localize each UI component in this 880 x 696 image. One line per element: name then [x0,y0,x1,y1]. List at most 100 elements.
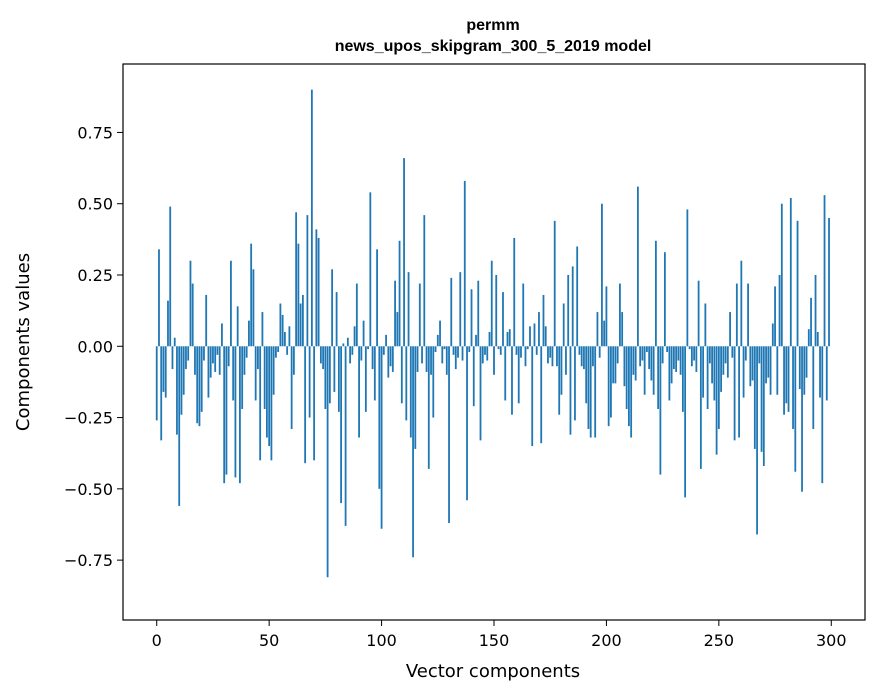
bar-110 [403,158,405,346]
bar-280 [785,346,787,403]
bar-62 [295,212,297,346]
bar-91 [360,346,362,360]
bar-61 [293,346,295,375]
bar-201 [608,346,610,426]
bar-25 [212,346,214,363]
bar-171 [540,346,542,443]
bar-162 [520,346,522,357]
bar-11 [181,346,183,414]
bar-214 [637,187,639,347]
bar-264 [749,346,751,386]
bar-92 [363,321,365,347]
bar-72 [318,238,320,346]
bar-204 [615,346,617,383]
bar-38 [241,346,243,409]
bar-119 [423,215,425,346]
bar-128 [444,346,446,349]
bar-166 [529,326,531,346]
bar-196 [597,312,599,346]
bar-121 [428,346,430,469]
bar-172 [543,295,545,346]
bar-106 [394,281,396,347]
y-axis-label: Components values [13,253,34,431]
bar-24 [210,346,212,377]
bar-168 [534,323,536,346]
x-tick-label-150: 150 [479,631,510,650]
bar-173 [545,326,547,346]
bar-207 [621,312,623,346]
bar-184 [570,346,572,434]
x-tick-label-300: 300 [816,631,847,650]
bar-51 [271,346,273,460]
bar-246 [709,346,711,363]
bar-126 [439,321,441,347]
bar-259 [738,346,740,437]
bar-251 [720,346,722,392]
y-tick-label-6: −0.75 [64,551,113,570]
bar-78 [331,269,333,346]
bar-12 [183,346,185,394]
chart-subtitle: news_upos_skipgram_300_5_2019 model [335,38,652,55]
bar-298 [826,346,828,400]
x-tick-label-0: 0 [152,631,162,650]
bar-224 [659,346,661,474]
bar-101 [383,346,385,355]
bar-269 [761,346,763,452]
bar-80 [336,292,338,346]
bar-228 [668,346,670,400]
bar-19 [199,346,201,426]
bar-286 [799,346,801,389]
bar-240 [695,346,697,372]
bar-163 [522,284,524,347]
bar-27 [217,346,219,355]
bar-222 [655,241,657,347]
plot-frame [123,64,865,620]
bar-239 [693,346,695,360]
bar-225 [662,346,664,363]
bar-288 [803,346,805,394]
bar-231 [675,346,677,372]
bar-137 [464,181,466,346]
bar-26 [214,346,216,372]
bar-87 [351,346,353,355]
bar-6 [169,207,171,347]
bar-158 [511,346,513,414]
bar-102 [385,335,387,346]
bar-175 [549,346,551,357]
bar-271 [765,346,767,383]
bar-118 [421,346,423,363]
bar-176 [552,346,554,366]
chart-title-group: permm news_upos_skipgram_300_5_2019 mode… [335,17,652,55]
bar-273 [770,346,772,394]
bar-7 [172,346,174,369]
bar-81 [338,346,340,412]
bar-85 [347,338,349,347]
x-tick-label-250: 250 [704,631,735,650]
bar-109 [401,346,403,403]
bar-88 [354,326,356,346]
bar-161 [518,346,520,403]
bar-194 [592,346,594,366]
bar-97 [374,346,376,400]
bar-223 [657,346,659,409]
bar-150 [493,346,495,375]
bar-10 [178,346,180,506]
bar-261 [743,346,745,397]
bar-32 [228,346,230,366]
bar-289 [806,346,808,377]
bar-145 [482,346,484,363]
bar-125 [437,335,439,346]
bar-197 [599,346,601,357]
bar-17 [194,346,196,375]
bar-199 [603,321,605,347]
bar-5 [167,301,169,347]
bar-219 [648,346,650,369]
bar-136 [462,346,464,360]
bar-229 [671,346,673,383]
bar-108 [399,241,401,347]
y-tick-label-3: 0.00 [77,337,113,356]
bar-191 [585,346,587,403]
y-tick-label-1: 0.50 [77,195,113,214]
bar-179 [558,346,560,414]
bar-99 [378,346,380,489]
